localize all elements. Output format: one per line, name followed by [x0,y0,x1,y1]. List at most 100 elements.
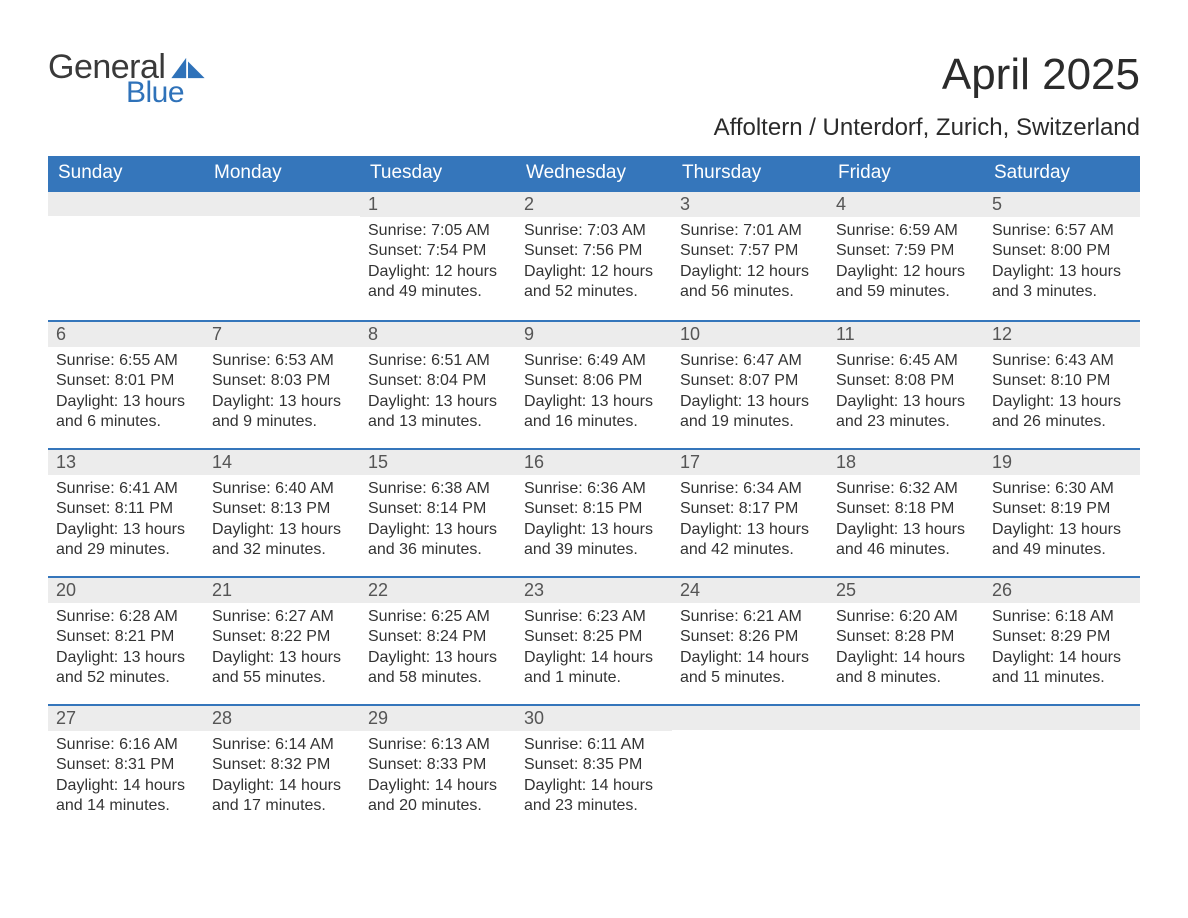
calendar-day: 3Sunrise: 7:01 AMSunset: 7:57 PMDaylight… [672,192,828,318]
day-number: 15 [360,450,516,475]
sunset-line: Sunset: 8:00 PM [992,241,1132,261]
calendar-day: 24Sunrise: 6:21 AMSunset: 8:26 PMDayligh… [672,578,828,702]
calendar-grid: Sunday Monday Tuesday Wednesday Thursday… [48,156,1140,830]
daylight-line: Daylight: 13 hours [56,520,196,540]
daylight-line: Daylight: 12 hours [836,262,976,282]
calendar-day: 9Sunrise: 6:49 AMSunset: 8:06 PMDaylight… [516,322,672,446]
sunrise-line: Sunrise: 6:34 AM [680,479,820,499]
day-number [204,192,360,216]
weekday-header: Sunday [48,156,204,192]
day-number: 20 [48,578,204,603]
sunrise-line: Sunrise: 7:03 AM [524,221,664,241]
daylight-line: and 39 minutes. [524,540,664,560]
calendar-day: 28Sunrise: 6:14 AMSunset: 8:32 PMDayligh… [204,706,360,830]
day-body: Sunrise: 6:36 AMSunset: 8:15 PMDaylight:… [516,475,672,571]
daylight-line: and 14 minutes. [56,796,196,816]
sunset-line: Sunset: 8:08 PM [836,371,976,391]
day-body: Sunrise: 6:13 AMSunset: 8:33 PMDaylight:… [360,731,516,827]
day-number: 16 [516,450,672,475]
day-body: Sunrise: 6:20 AMSunset: 8:28 PMDaylight:… [828,603,984,699]
brand-word-blue: Blue [126,78,207,108]
daylight-line: and 1 minute. [524,668,664,688]
daylight-line: and 29 minutes. [56,540,196,560]
day-number: 27 [48,706,204,731]
daylight-line: and 42 minutes. [680,540,820,560]
daylight-line: Daylight: 13 hours [56,392,196,412]
daylight-line: Daylight: 12 hours [524,262,664,282]
sunrise-line: Sunrise: 6:57 AM [992,221,1132,241]
calendar-day: 16Sunrise: 6:36 AMSunset: 8:15 PMDayligh… [516,450,672,574]
daylight-line: Daylight: 13 hours [680,392,820,412]
calendar-week: 6Sunrise: 6:55 AMSunset: 8:01 PMDaylight… [48,320,1140,446]
sunrise-line: Sunrise: 6:43 AM [992,351,1132,371]
calendar-day: 11Sunrise: 6:45 AMSunset: 8:08 PMDayligh… [828,322,984,446]
day-number: 11 [828,322,984,347]
daylight-line: Daylight: 13 hours [992,520,1132,540]
day-body [204,216,360,230]
sunset-line: Sunset: 7:56 PM [524,241,664,261]
calendar-day: 4Sunrise: 6:59 AMSunset: 7:59 PMDaylight… [828,192,984,318]
brand-logo: General Blue [48,50,207,108]
day-body: Sunrise: 6:11 AMSunset: 8:35 PMDaylight:… [516,731,672,827]
calendar-day: 15Sunrise: 6:38 AMSunset: 8:14 PMDayligh… [360,450,516,574]
day-number: 28 [204,706,360,731]
daylight-line: and 52 minutes. [524,282,664,302]
day-number [984,706,1140,730]
day-body [828,730,984,744]
sunset-line: Sunset: 8:24 PM [368,627,508,647]
sunset-line: Sunset: 8:19 PM [992,499,1132,519]
day-body: Sunrise: 6:49 AMSunset: 8:06 PMDaylight:… [516,347,672,443]
calendar-week: 1Sunrise: 7:05 AMSunset: 7:54 PMDaylight… [48,192,1140,318]
calendar-day [984,706,1140,830]
daylight-line: and 58 minutes. [368,668,508,688]
calendar-day [48,192,204,318]
day-body [984,730,1140,744]
day-body: Sunrise: 7:03 AMSunset: 7:56 PMDaylight:… [516,217,672,313]
calendar-day: 1Sunrise: 7:05 AMSunset: 7:54 PMDaylight… [360,192,516,318]
day-number: 13 [48,450,204,475]
title-block: April 2025 Affoltern / Unterdorf, Zurich… [714,50,1140,142]
daylight-line: Daylight: 13 hours [992,392,1132,412]
daylight-line: and 19 minutes. [680,412,820,432]
sunrise-line: Sunrise: 6:28 AM [56,607,196,627]
day-body: Sunrise: 6:40 AMSunset: 8:13 PMDaylight:… [204,475,360,571]
daylight-line: and 8 minutes. [836,668,976,688]
day-number: 6 [48,322,204,347]
weekday-header: Wednesday [516,156,672,192]
sunset-line: Sunset: 8:10 PM [992,371,1132,391]
day-body: Sunrise: 7:05 AMSunset: 7:54 PMDaylight:… [360,217,516,313]
calendar-page: General Blue April 2025 Affoltern / Unte… [0,0,1188,870]
daylight-line: Daylight: 13 hours [680,520,820,540]
day-body: Sunrise: 6:57 AMSunset: 8:00 PMDaylight:… [984,217,1140,313]
day-body: Sunrise: 6:59 AMSunset: 7:59 PMDaylight:… [828,217,984,313]
daylight-line: and 23 minutes. [836,412,976,432]
daylight-line: and 11 minutes. [992,668,1132,688]
day-body: Sunrise: 6:53 AMSunset: 8:03 PMDaylight:… [204,347,360,443]
daylight-line: Daylight: 14 hours [836,648,976,668]
day-body: Sunrise: 6:14 AMSunset: 8:32 PMDaylight:… [204,731,360,827]
sunset-line: Sunset: 8:21 PM [56,627,196,647]
daylight-line: Daylight: 13 hours [56,648,196,668]
day-body: Sunrise: 6:32 AMSunset: 8:18 PMDaylight:… [828,475,984,571]
weekday-header: Saturday [984,156,1140,192]
sunset-line: Sunset: 7:54 PM [368,241,508,261]
daylight-line: Daylight: 13 hours [836,520,976,540]
calendar-day [828,706,984,830]
sunset-line: Sunset: 8:01 PM [56,371,196,391]
sunrise-line: Sunrise: 6:27 AM [212,607,352,627]
day-number: 17 [672,450,828,475]
daylight-line: and 26 minutes. [992,412,1132,432]
sunrise-line: Sunrise: 6:59 AM [836,221,976,241]
calendar-day: 10Sunrise: 6:47 AMSunset: 8:07 PMDayligh… [672,322,828,446]
sunrise-line: Sunrise: 6:25 AM [368,607,508,627]
day-number: 29 [360,706,516,731]
day-number: 2 [516,192,672,217]
daylight-line: Daylight: 12 hours [680,262,820,282]
daylight-line: Daylight: 14 hours [368,776,508,796]
day-number: 3 [672,192,828,217]
calendar-day: 12Sunrise: 6:43 AMSunset: 8:10 PMDayligh… [984,322,1140,446]
day-body: Sunrise: 6:55 AMSunset: 8:01 PMDaylight:… [48,347,204,443]
weekday-header: Tuesday [360,156,516,192]
day-number: 4 [828,192,984,217]
day-number: 26 [984,578,1140,603]
